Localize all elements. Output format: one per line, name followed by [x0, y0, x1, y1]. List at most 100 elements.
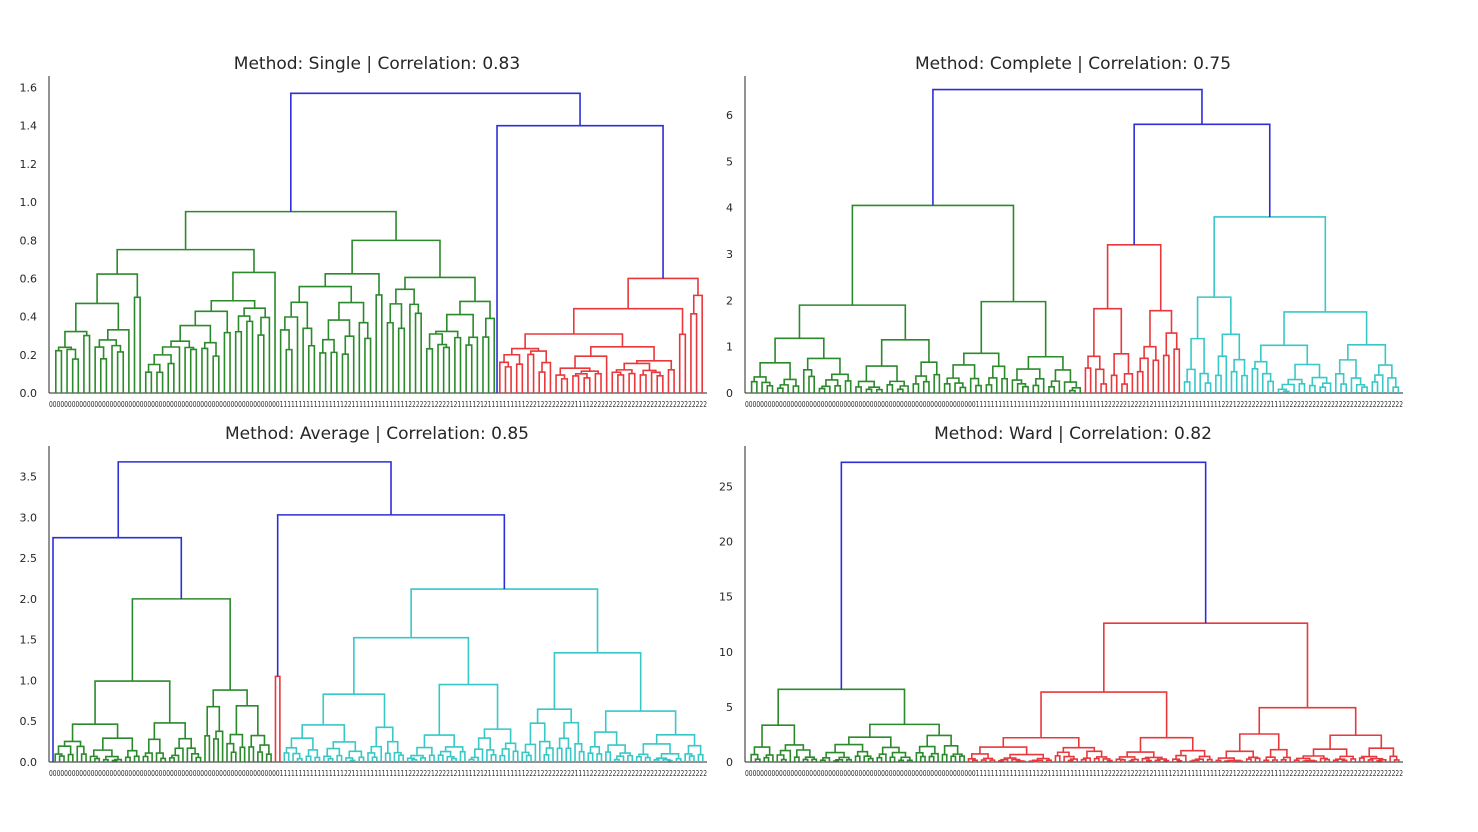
dendrogram-branch-cyan: [353, 636, 470, 695]
dendrogram-branch-cyan: [1241, 374, 1248, 393]
chart-title-complete: Method: Complete | Correlation: 0.75: [915, 54, 1231, 74]
dendrogram-branch-cyan: [1355, 383, 1366, 393]
dendrogram-branch-red: [1045, 759, 1052, 762]
dendrogram-branch-red: [1319, 757, 1328, 762]
dendrogram-branch-above-threshold: [496, 124, 664, 393]
y-tick-label: 0.4: [20, 311, 38, 324]
dendrogram-branch-cyan: [393, 751, 402, 762]
dendrogram-branch-green: [889, 756, 896, 762]
dendrogram-branch-green: [906, 759, 913, 762]
dendrogram-branch-cyan: [1190, 337, 1205, 374]
dendrogram-branch-cyan: [1361, 386, 1368, 393]
dendrogram-branch-green: [239, 746, 246, 762]
dendrogram-branch-green: [215, 730, 224, 762]
y-tick-label: 25: [719, 481, 733, 494]
dendrogram-branch-red: [1194, 758, 1205, 762]
dendrogram-branch-green: [148, 738, 161, 754]
dendrogram-branch-cyan: [1215, 374, 1222, 393]
dendrogram-branch-green: [886, 384, 894, 393]
y-tick-label: 0: [726, 756, 733, 769]
dendrogram-branch-green: [234, 330, 243, 393]
dendrogram-branch-red: [1095, 368, 1105, 393]
dendrogram-branch-green: [116, 351, 125, 393]
dendrogram-branch-cyan: [578, 750, 585, 762]
dendrogram-branch-cyan: [1387, 377, 1397, 393]
dendrogram-branch-red: [972, 759, 978, 762]
dendrogram-branch-cyan: [1308, 384, 1316, 393]
dendrogram-branch-red: [1271, 759, 1278, 762]
dendrogram-branch-green: [178, 737, 193, 749]
dendrogram-branch-red: [1341, 759, 1348, 762]
dendrogram-branch-red: [560, 378, 569, 393]
dendrogram-branch-green: [928, 755, 935, 762]
dendrogram-branch-green: [364, 337, 372, 393]
dendrogram-branch-red: [642, 369, 657, 375]
dendrogram-branch-red: [1136, 370, 1144, 393]
dendrogram-branch-green: [64, 330, 88, 348]
dendrogram-branch-green: [358, 321, 369, 393]
dendrogram-branch-cyan: [305, 755, 312, 762]
dendrogram-branch-cyan: [660, 753, 680, 759]
dendrogram-branch-green: [265, 753, 272, 762]
dendrogram-branch-green: [319, 352, 327, 393]
dendrogram-branch-red: [1280, 759, 1287, 762]
dendrogram-branch-red: [1269, 748, 1288, 758]
dendrogram-branch-green: [1016, 368, 1041, 381]
dendrogram-branch-green: [954, 382, 964, 393]
dendrogram-branch-cyan: [688, 755, 695, 762]
dendrogram-branch-cyan: [384, 752, 391, 762]
dendrogram-branch-cyan: [1319, 386, 1327, 393]
dendrogram-branch-green: [793, 756, 800, 762]
dendrogram-branch-above-threshold: [932, 88, 1203, 206]
dendrogram-branch-red: [1063, 755, 1075, 762]
dendrogram-branch-red: [1056, 751, 1070, 757]
dendrogram-branch-green: [1027, 355, 1064, 370]
dendrogram-branch-red: [1189, 760, 1196, 762]
dendrogram-branch-green: [780, 758, 787, 762]
dendrogram-branch-above-threshold: [276, 514, 506, 677]
dendrogram-branch-red: [667, 368, 675, 393]
dendrogram-branch-cyan: [459, 750, 466, 762]
dendrogram-branch-cyan: [371, 756, 378, 762]
dendrogram-branch-green: [212, 355, 220, 393]
dendrogram-branch-red: [1110, 374, 1118, 393]
dendrogram-branch-red: [623, 362, 651, 371]
dendrogram-branch-red: [1304, 759, 1315, 762]
dendrogram-branch-green: [796, 749, 811, 758]
panel-average: Method: Average | Correlation: 0.85 0.0 0…: [20, 424, 707, 778]
dendrogram-branch-green: [776, 387, 784, 393]
dendrogram-branch-red: [1227, 759, 1241, 762]
dendrogram-branch-green: [792, 385, 800, 393]
dendrogram-branch-green: [802, 758, 809, 762]
dendrogram-branch-red: [1126, 751, 1155, 758]
dendrogram-branch-cyan: [1371, 381, 1379, 393]
dendrogram-branch-green: [912, 383, 920, 393]
dendrogram-branch-green: [468, 336, 479, 393]
dendrogram-branch-green: [344, 335, 355, 393]
dendrogram-branch-green: [915, 375, 928, 384]
dendrogram-branch-green: [930, 752, 939, 762]
dendrogram-branch-cyan: [605, 751, 612, 762]
dendrogram-branch-cyan: [521, 751, 530, 762]
dendrogram-branch-cyan: [1347, 343, 1387, 366]
y-tick-label: 0: [726, 387, 733, 400]
dendrogram-branch-cyan: [587, 752, 594, 762]
dendrogram-branch-green: [189, 348, 198, 393]
chart-title-average: Method: Average | Correlation: 0.85: [225, 424, 529, 444]
dendrogram-branch-green: [437, 343, 448, 393]
dendrogram-branch-green: [435, 330, 459, 338]
dendrogram-branch-cyan: [1204, 382, 1212, 393]
chart-title-ward: Method: Ward | Correlation: 0.82: [934, 424, 1212, 444]
dendrogram-branch-red: [1002, 736, 1080, 748]
dendrogram-branch-red: [1324, 758, 1331, 762]
dendrogram-branch-cyan: [638, 753, 649, 758]
dendrogram-branch-red: [617, 374, 625, 393]
dendrogram-branch-green: [327, 319, 351, 340]
dendrogram-branch-cyan: [1283, 311, 1368, 346]
y-tick-label: 1.0: [20, 674, 38, 687]
dendrogram-branch-cyan: [322, 693, 386, 728]
dendrogram-branch-cyan: [438, 683, 499, 736]
dendrogram-branch-green: [67, 753, 74, 762]
dendrogram-branch-cyan: [499, 754, 506, 762]
dendrogram-branch-cyan: [1217, 355, 1228, 393]
